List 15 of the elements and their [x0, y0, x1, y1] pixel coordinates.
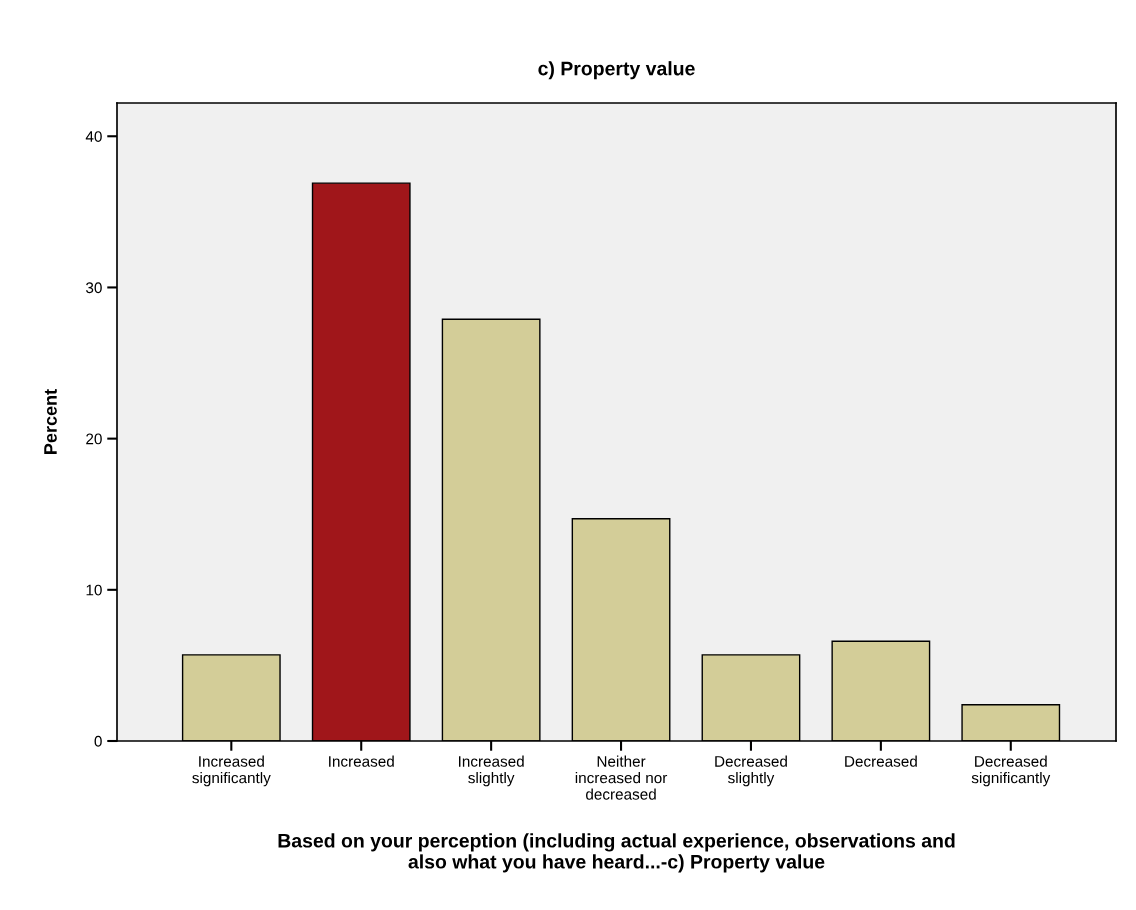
x-tick-label: Decreased — [845, 755, 917, 767]
y-tick-label: 20 — [86, 433, 102, 445]
y-tick-label: 40 — [85, 131, 102, 142]
x-tick-label: Increased — [329, 755, 394, 767]
y-tick-label: 10 — [86, 584, 102, 596]
x-tick-label: Increased significantly — [192, 755, 271, 787]
x-tick-label: Neither increased nor decreased — [575, 755, 668, 800]
x-tick-label: Increased slightly — [459, 755, 524, 787]
x-tick-label: Decreased significantly — [971, 755, 1051, 787]
y-tick-label: 0 — [94, 735, 102, 747]
x-axis-title: Based on your perception (including actual experience, observations and also what you have heard...-c) Property value — [278, 833, 955, 873]
chart-title: c) Property value — [538, 61, 695, 80]
x-tick-label: Decreased slightly — [715, 755, 787, 787]
y-tick-label: 30 — [86, 282, 102, 294]
y-axis-title: Percent — [44, 389, 57, 454]
